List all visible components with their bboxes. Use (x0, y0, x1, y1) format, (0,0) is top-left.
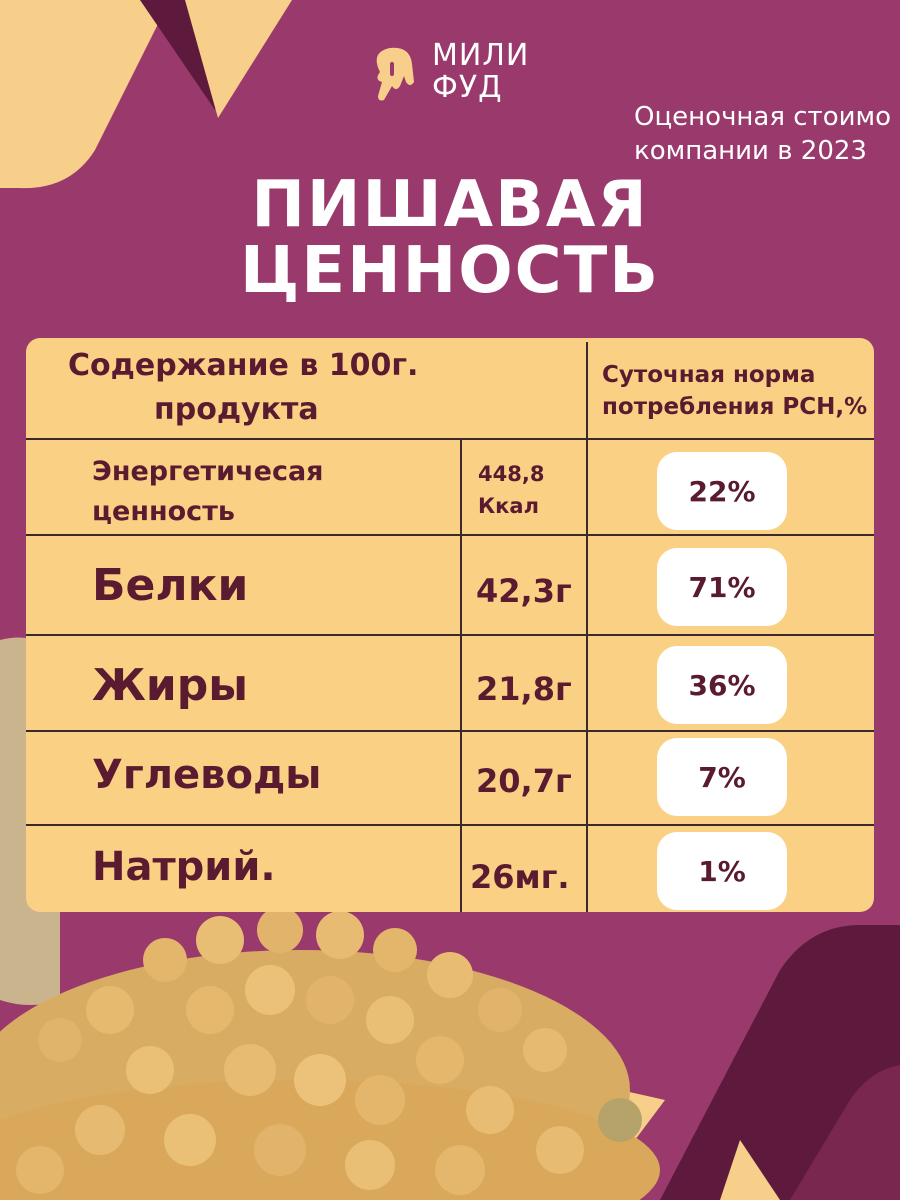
ice-cream-icon (376, 47, 414, 101)
brand-name-line1: МИЛИ (432, 38, 530, 73)
brand-name-line2: ФУД (432, 70, 503, 105)
caption-line1: Оценочная стоимо (634, 102, 892, 132)
row-divider (26, 534, 874, 536)
row-name-protein: Белки (92, 560, 249, 611)
row-name-energy-line2: ценность (92, 496, 235, 527)
percent-badge: 36% (657, 646, 787, 724)
bottom-right-dark-shape-2 (790, 1065, 900, 1200)
header-content-line1: Содержание в 100г. (68, 348, 419, 383)
brand-logo: МИЛИ ФУД (360, 40, 529, 104)
percent-badge: 7% (657, 738, 787, 816)
top-beige-triangle (185, 0, 292, 118)
percent-badge: 1% (657, 832, 787, 910)
caption-line2: компании в 2023 (634, 136, 867, 166)
row-amount-energy-line1: 448,8 (478, 462, 545, 486)
percent-badge: 71% (657, 548, 787, 626)
column-divider (460, 438, 462, 912)
row-divider (26, 730, 874, 732)
row-amount-energy-line2: Ккал (478, 494, 539, 518)
row-amount-carbs: 20,7г (476, 762, 572, 800)
nutrition-table: Содержание в 100г. продукта Суточная нор… (26, 338, 874, 912)
row-amount-sodium: 26мг. (470, 858, 570, 896)
column-divider (586, 342, 588, 912)
row-name-carbs: Углеводы (92, 752, 322, 798)
page-title: ПИШАВАЯ ЦЕННОСТЬ (0, 172, 900, 304)
valuation-caption: Оценочная стоимо компании в 2023 (634, 100, 900, 168)
row-divider (26, 438, 874, 440)
percent-badge: 22% (657, 452, 787, 530)
bottom-beige-sliver (720, 1140, 780, 1200)
top-left-beige-shape (0, 0, 170, 189)
row-name-sodium: Натрий. (92, 844, 276, 890)
header-norm-line1: Суточная норма (602, 362, 816, 388)
header-norm-line2: потребления РСН,% (602, 394, 868, 420)
title-line1: ПИШАВАЯ (251, 168, 649, 242)
row-divider (26, 824, 874, 826)
row-amount-fat: 21,8г (476, 670, 572, 708)
row-name-energy-line1: Энергетичесая (92, 456, 324, 487)
header-content-line2: продукта (154, 392, 319, 427)
row-divider (26, 634, 874, 636)
row-amount-protein: 42,3г (476, 572, 572, 610)
title-line2: ЦЕННОСТЬ (239, 234, 661, 308)
row-name-fat: Жиры (92, 660, 248, 711)
soybeans-image (0, 907, 660, 1200)
